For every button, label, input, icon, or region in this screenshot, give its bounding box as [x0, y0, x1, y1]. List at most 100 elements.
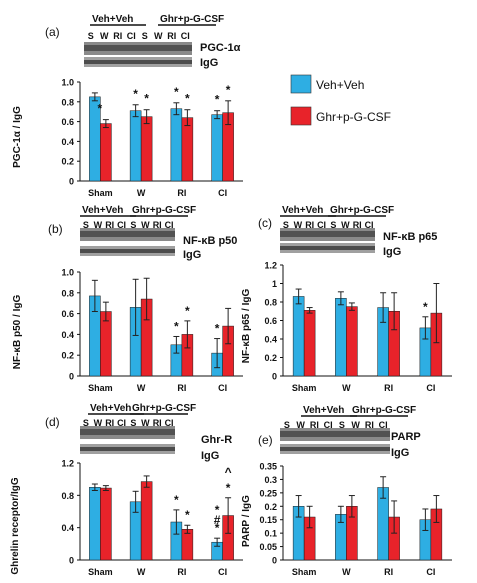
chart-c-blot-lane-1: W — [294, 220, 303, 230]
chart-c-bar-ghrpgcsf-0 — [303, 310, 316, 377]
chart-b-blot-lane-6: RI — [153, 220, 162, 230]
chart-a-bar-ghrpgcsf-2 — [181, 117, 194, 182]
chart-d-y-tick-label-0: 0 — [69, 556, 74, 566]
chart-e-blot-group2: Ghr+p-G-CSF — [352, 405, 416, 416]
chart-d-x-tick-label-3: CI — [218, 567, 227, 577]
chart-a-y-tick-label-2: 0.4 — [61, 137, 74, 147]
chart-e-x-tick-label-1: W — [342, 567, 351, 577]
chart-a-bar-vehveh-2 — [170, 108, 183, 182]
chart-a-blot-control-label: IgG — [200, 57, 218, 69]
chart-a-blot-lane-3: CI — [127, 31, 136, 41]
chart-d-annotation-0: * — [174, 493, 179, 507]
chart-e-y-tick-label-3: 0.15 — [259, 515, 277, 525]
chart-b-annotation-1: * — [185, 304, 190, 318]
chart-c-x-tick-label-2: RI — [384, 383, 393, 393]
chart-d-blot-lane-3: CI — [117, 418, 126, 428]
chart-e-y-tick-label-1: 0.05 — [259, 542, 277, 552]
chart-e-blot-lane-0: S — [284, 420, 290, 430]
chart-d-annotation-5: * — [226, 481, 231, 495]
chart-e-blot-lane-6: RI — [365, 420, 374, 430]
chart-e-x-tick-label-0: Sham — [292, 567, 317, 577]
chart-d-blot-lane-0: S — [83, 418, 89, 428]
chart-d-x-tick-label-2: RI — [177, 567, 186, 577]
chart-b-y-tick-label-0: 0 — [69, 372, 74, 382]
chart-b-blot-lane-3: CI — [117, 220, 126, 230]
chart-a-blot-group1: Veh+Veh — [92, 14, 133, 25]
chart-a-annotation-4: * — [185, 92, 190, 106]
chart-c-x-tick-label-3: CI — [426, 383, 435, 393]
chart-c-y-tick-label-6: 1.2 — [264, 261, 277, 271]
chart-d-bar-ghrpgcsf-2 — [181, 529, 194, 561]
chart-e-blot-band-protein-core — [280, 431, 390, 437]
chart-e-ylabel: PARP / IgG — [241, 495, 252, 547]
chart-a-blot-lane-0: S — [88, 31, 94, 41]
chart-d-annotation-2: * — [215, 503, 220, 517]
chart-e-y-tick-label-2: 0.1 — [264, 529, 277, 539]
chart-a-x-tick-label-3: CI — [218, 188, 227, 198]
chart-d-annotation-4: * — [215, 521, 220, 535]
chart-c-blot-lane-6: RI — [353, 220, 362, 230]
chart-a-bar-ghrpgcsf-0 — [100, 123, 112, 182]
chart-d-y-tick-label-3: 1.2 — [61, 459, 74, 469]
chart-d-blot-band-protein-core — [80, 429, 175, 435]
chart-b-y-tick-label-4: 0.8 — [61, 288, 74, 298]
chart-e-y-tick-label-4: 0.2 — [264, 502, 277, 512]
chart-b-panel-tag: (b) — [48, 222, 63, 236]
chart-a-blot-lane-4: S — [142, 31, 148, 41]
chart-e-blot-lane-7: CI — [379, 420, 388, 430]
chart-c-blot-lane-4: S — [330, 220, 336, 230]
legend-label-veh: Veh+Veh — [316, 78, 364, 92]
chart-c-y-tick-label-4: 0.8 — [264, 298, 277, 308]
chart-d-blot-lane-4: S — [130, 418, 136, 428]
chart-e-blot-lane-2: RI — [310, 420, 319, 430]
chart-e-blot-lane-1: W — [296, 420, 305, 430]
chart-c-y-tick-label-0: 0 — [272, 372, 277, 382]
chart-c-y-tick-label-2: 0.4 — [264, 335, 277, 345]
chart-d-x-tick-label-1: W — [137, 567, 146, 577]
chart-c-blot-lane-2: RI — [305, 220, 314, 230]
chart-c-blot-group2: Ghr+p-G-CSF — [330, 205, 394, 216]
chart-a-y-tick-label-5: 1.0 — [61, 78, 74, 88]
chart-a-bar-vehveh-1 — [129, 110, 142, 182]
chart-d-blot-protein-label: Ghr-R — [201, 434, 232, 446]
chart-a-blot-band-protein-core — [84, 45, 192, 51]
chart-a-y-tick-label-1: 0.2 — [61, 157, 74, 167]
chart-b-blot-lane-4: S — [130, 220, 136, 230]
chart-c-bar-ghrpgcsf-1 — [346, 306, 358, 377]
chart-d-bar-ghrpgcsf-0 — [100, 487, 112, 561]
chart-e-y-tick-label-0: 0 — [272, 556, 277, 566]
chart-d-bar-ghrpgcsf-1 — [140, 481, 153, 561]
chart-b-blot-group2: Ghr+p-G-CSF — [132, 205, 196, 216]
legend-swatch-ghr — [290, 106, 312, 126]
chart-b-x-tick-label-3: CI — [218, 383, 227, 393]
chart-a-x-tick-label-0: Sham — [88, 188, 113, 198]
chart-e-blot-lane-3: CI — [324, 420, 333, 430]
chart-d-blot-lane-5: W — [141, 418, 150, 428]
chart-b-blot-lane-0: S — [83, 220, 89, 230]
chart-d-y-tick-label-1: 0.4 — [61, 523, 74, 533]
chart-a-panel-tag: (a) — [45, 25, 60, 39]
chart-e-blot-band-igg-core — [280, 447, 390, 451]
chart-b-y-tick-label-3: 0.6 — [61, 309, 74, 319]
chart-a-blot-lane-1: W — [100, 31, 109, 41]
chart-d-blot-lane-2: RI — [105, 418, 114, 428]
chart-c-y-tick-label-1: 0.2 — [264, 353, 277, 363]
chart-c-blot-group1: Veh+Veh — [282, 205, 323, 216]
chart-d-blot-band-igg-core — [80, 447, 175, 451]
chart-b-blot-lane-1: W — [94, 220, 103, 230]
chart-b-y-tick-label-2: 0.4 — [61, 330, 74, 340]
chart-d-blot-group2: Ghr+p-G-CSF — [132, 403, 196, 414]
chart-a-bar-ghrpgcsf-1 — [140, 116, 153, 182]
chart-d-ylabel: Ghrelin receptor/IgG — [10, 477, 21, 574]
legend: Veh+Veh Ghr+p-G-CSF — [290, 74, 391, 126]
chart-c-blot-lane-3: CI — [317, 220, 326, 230]
chart-d-blot-group1: Veh+Veh — [90, 403, 131, 414]
chart-a-y-tick-label-3: 0.6 — [61, 117, 74, 127]
chart-a-x-tick-label-1: W — [137, 188, 146, 198]
chart-c-y-tick-label-5: 1 — [272, 279, 277, 289]
